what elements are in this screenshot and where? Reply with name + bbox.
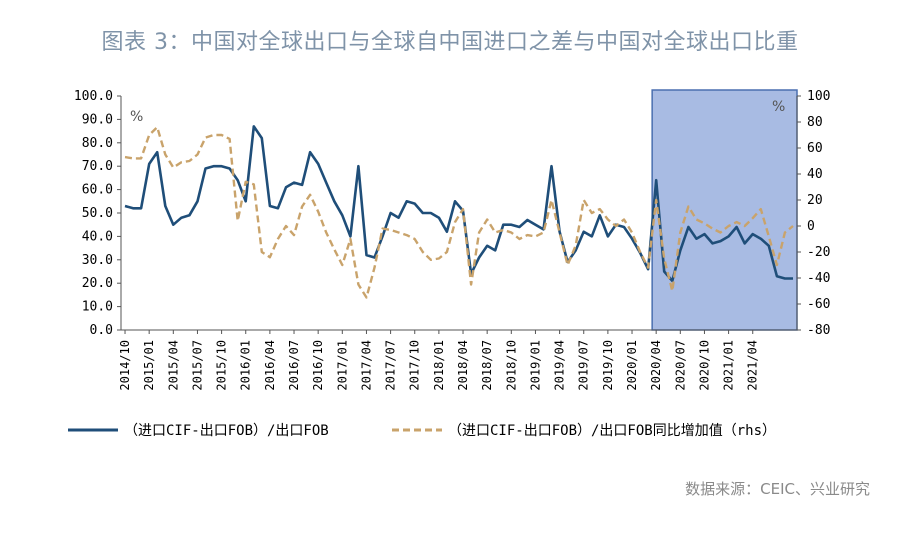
y-right-tick-label: 40 <box>807 167 823 182</box>
x-tick-label: 2016/01 <box>239 340 253 391</box>
chart-svg: 100.0 90.0 80.0 70.0 60.0 50.0 40.0 30.0 20.0 10.… <box>68 89 831 439</box>
axes-layer: 100.0 90.0 80.0 70.0 60.0 50.0 40.0 30.0 20.0 10.… <box>74 89 831 391</box>
y-left-tick-label: 20.0 <box>82 276 113 291</box>
y-left-unit-label: % <box>130 109 143 125</box>
x-tick-label: 2019/10 <box>601 340 615 391</box>
y-right-tick-label: 0 <box>807 219 815 234</box>
legend-label-dashed: （进口CIF-出口FOB）/出口FOB同比增加值（rhs） <box>448 423 776 439</box>
x-tick-label: 2017/10 <box>408 340 422 391</box>
series-line-solid <box>124 125 793 283</box>
x-tick-label: 2015/01 <box>142 340 156 391</box>
y-right-tick-label: 100 <box>807 89 830 104</box>
x-tick-label: 2015/10 <box>215 340 229 391</box>
highlight-region <box>651 89 798 331</box>
y-right-tick-label: -20 <box>807 245 830 260</box>
x-tick-label: 2018/04 <box>456 340 470 391</box>
y-right-tick-label: -40 <box>807 271 830 286</box>
x-tick-label: 2015/04 <box>166 340 180 391</box>
legend-label-solid: （进口CIF-出口FOB）/出口FOB <box>124 423 329 439</box>
y-left-tick-label: 10.0 <box>82 300 113 315</box>
x-tick-label: 2019/07 <box>577 340 591 391</box>
x-tick-label: 2017/01 <box>335 340 349 391</box>
x-tick-label: 2020/10 <box>697 340 711 391</box>
y-right-unit-label: % <box>772 99 785 115</box>
x-tick-label: 2020/07 <box>673 340 687 391</box>
y-left-tick-label: 90.0 <box>82 112 113 127</box>
x-tick-label: 2018/07 <box>480 340 494 391</box>
y-right-tick-label: 60 <box>807 141 823 156</box>
y-left-tick-label: 0.0 <box>90 323 113 338</box>
x-tick-label: 2014/10 <box>118 340 132 391</box>
x-tick-label: 2018/01 <box>432 340 446 391</box>
y-left-tick-label: 100.0 <box>74 89 113 104</box>
x-tick-label: 2021/04 <box>746 340 760 391</box>
x-tick-label: 2016/07 <box>287 340 301 391</box>
x-tick-label: 2017/07 <box>384 340 398 391</box>
x-tick-label: 2017/04 <box>359 340 373 391</box>
y-right-tick-label: 20 <box>807 193 823 208</box>
y-right-tick-label: -80 <box>807 323 830 338</box>
y-left-tick-label: 50.0 <box>82 206 113 221</box>
x-tick-label: 2018/10 <box>504 340 518 391</box>
y-right-tick-label: -60 <box>807 297 830 312</box>
x-tick-label: 2021/01 <box>722 340 736 391</box>
source-note: 数据来源：CEIC、兴业研究 <box>685 480 870 498</box>
x-tick-label: 2019/01 <box>528 340 542 391</box>
y-left-tick-label: 80.0 <box>82 136 113 151</box>
x-tick-label: 2020/01 <box>625 340 639 391</box>
chart-title: 图表 3：中国对全球出口与全球自中国进口之差与中国对全球出口比重 <box>101 30 799 55</box>
y-left-tick-label: 70.0 <box>82 159 113 174</box>
x-tick-label: 2016/04 <box>263 340 277 391</box>
y-left-tick-label: 40.0 <box>82 229 113 244</box>
y-right-tick-label: 80 <box>807 115 823 130</box>
series-line-dashed <box>124 125 794 299</box>
x-tick-label: 2019/04 <box>553 340 567 391</box>
x-tick-label: 2015/07 <box>190 340 204 391</box>
series-layer <box>124 125 794 299</box>
legend: （进口CIF-出口FOB）/出口FOB （进口CIF-出口FOB）/出口FOB同比… <box>68 423 776 439</box>
y-left-tick-label: 30.0 <box>82 253 113 268</box>
highlight-layer <box>651 89 798 331</box>
x-tick-label: 2020/04 <box>649 340 663 391</box>
y-left-tick-label: 60.0 <box>82 183 113 198</box>
x-tick-label: 2016/10 <box>311 340 325 391</box>
